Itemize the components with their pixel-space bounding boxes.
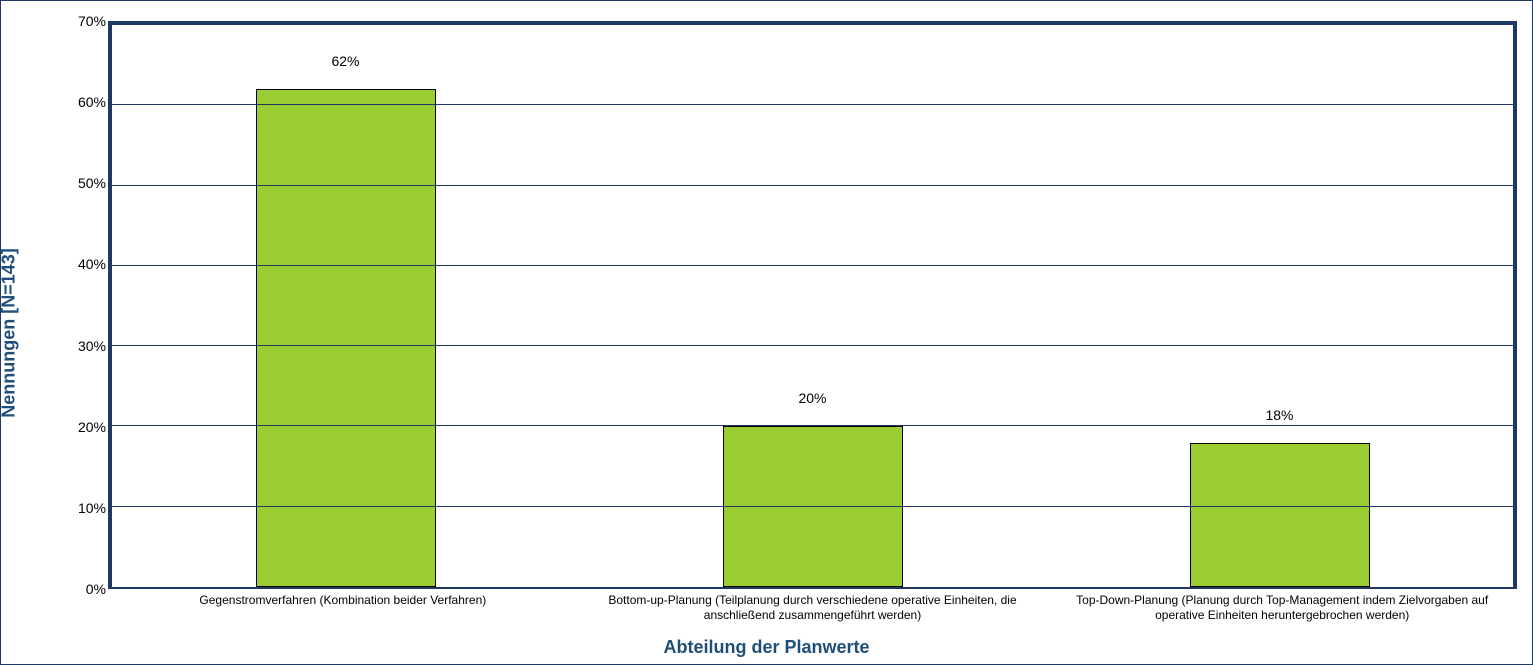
category-label: Top-Down-Planung (Planung durch Top-Mana… [1047, 593, 1517, 623]
gridline [112, 506, 1513, 507]
bars-row: 62% 20% 18% [112, 25, 1513, 587]
category-labels-row: Gegenstromverfahren (Kombination beider … [108, 593, 1517, 623]
gridline [112, 104, 1513, 105]
y-axis-label: Nennungen [N=143] [0, 248, 20, 418]
category-label: Bottom-up-Planung (Teilplanung durch ver… [578, 593, 1048, 623]
bar [1190, 443, 1370, 588]
y-tick-label: 50% [66, 175, 106, 191]
bar [723, 426, 903, 587]
plot-area: 62% 20% 18% [108, 21, 1517, 589]
chart-frame: Nennungen [N=143] 62% 20% 18% Gegenstromve… [0, 0, 1533, 665]
bar-value-label: 20% [798, 390, 826, 408]
gridline [112, 425, 1513, 426]
bar-slot: 20% [579, 25, 1046, 587]
bar [256, 89, 436, 587]
y-tick-label: 0% [66, 581, 106, 597]
bar-value-label: 18% [1265, 407, 1293, 425]
y-tick-label: 40% [66, 256, 106, 272]
y-tick-label: 60% [66, 94, 106, 110]
y-tick-label: 70% [66, 13, 106, 29]
bar-slot: 62% [112, 25, 579, 587]
gridline [112, 185, 1513, 186]
y-tick-label: 20% [66, 419, 106, 435]
gridline [112, 345, 1513, 346]
y-tick-label: 30% [66, 338, 106, 354]
x-axis-label: Abteilung der Planwerte [663, 637, 869, 658]
gridline [112, 265, 1513, 266]
y-tick-label: 10% [66, 500, 106, 516]
plot-wrap: 62%20%18% Gegenstromverfahren (Kombinati… [66, 21, 1517, 589]
bar-slot: 18% [1046, 25, 1513, 587]
category-label: Gegenstromverfahren (Kombination beider … [108, 593, 578, 623]
bar-value-label: 62% [331, 53, 359, 71]
